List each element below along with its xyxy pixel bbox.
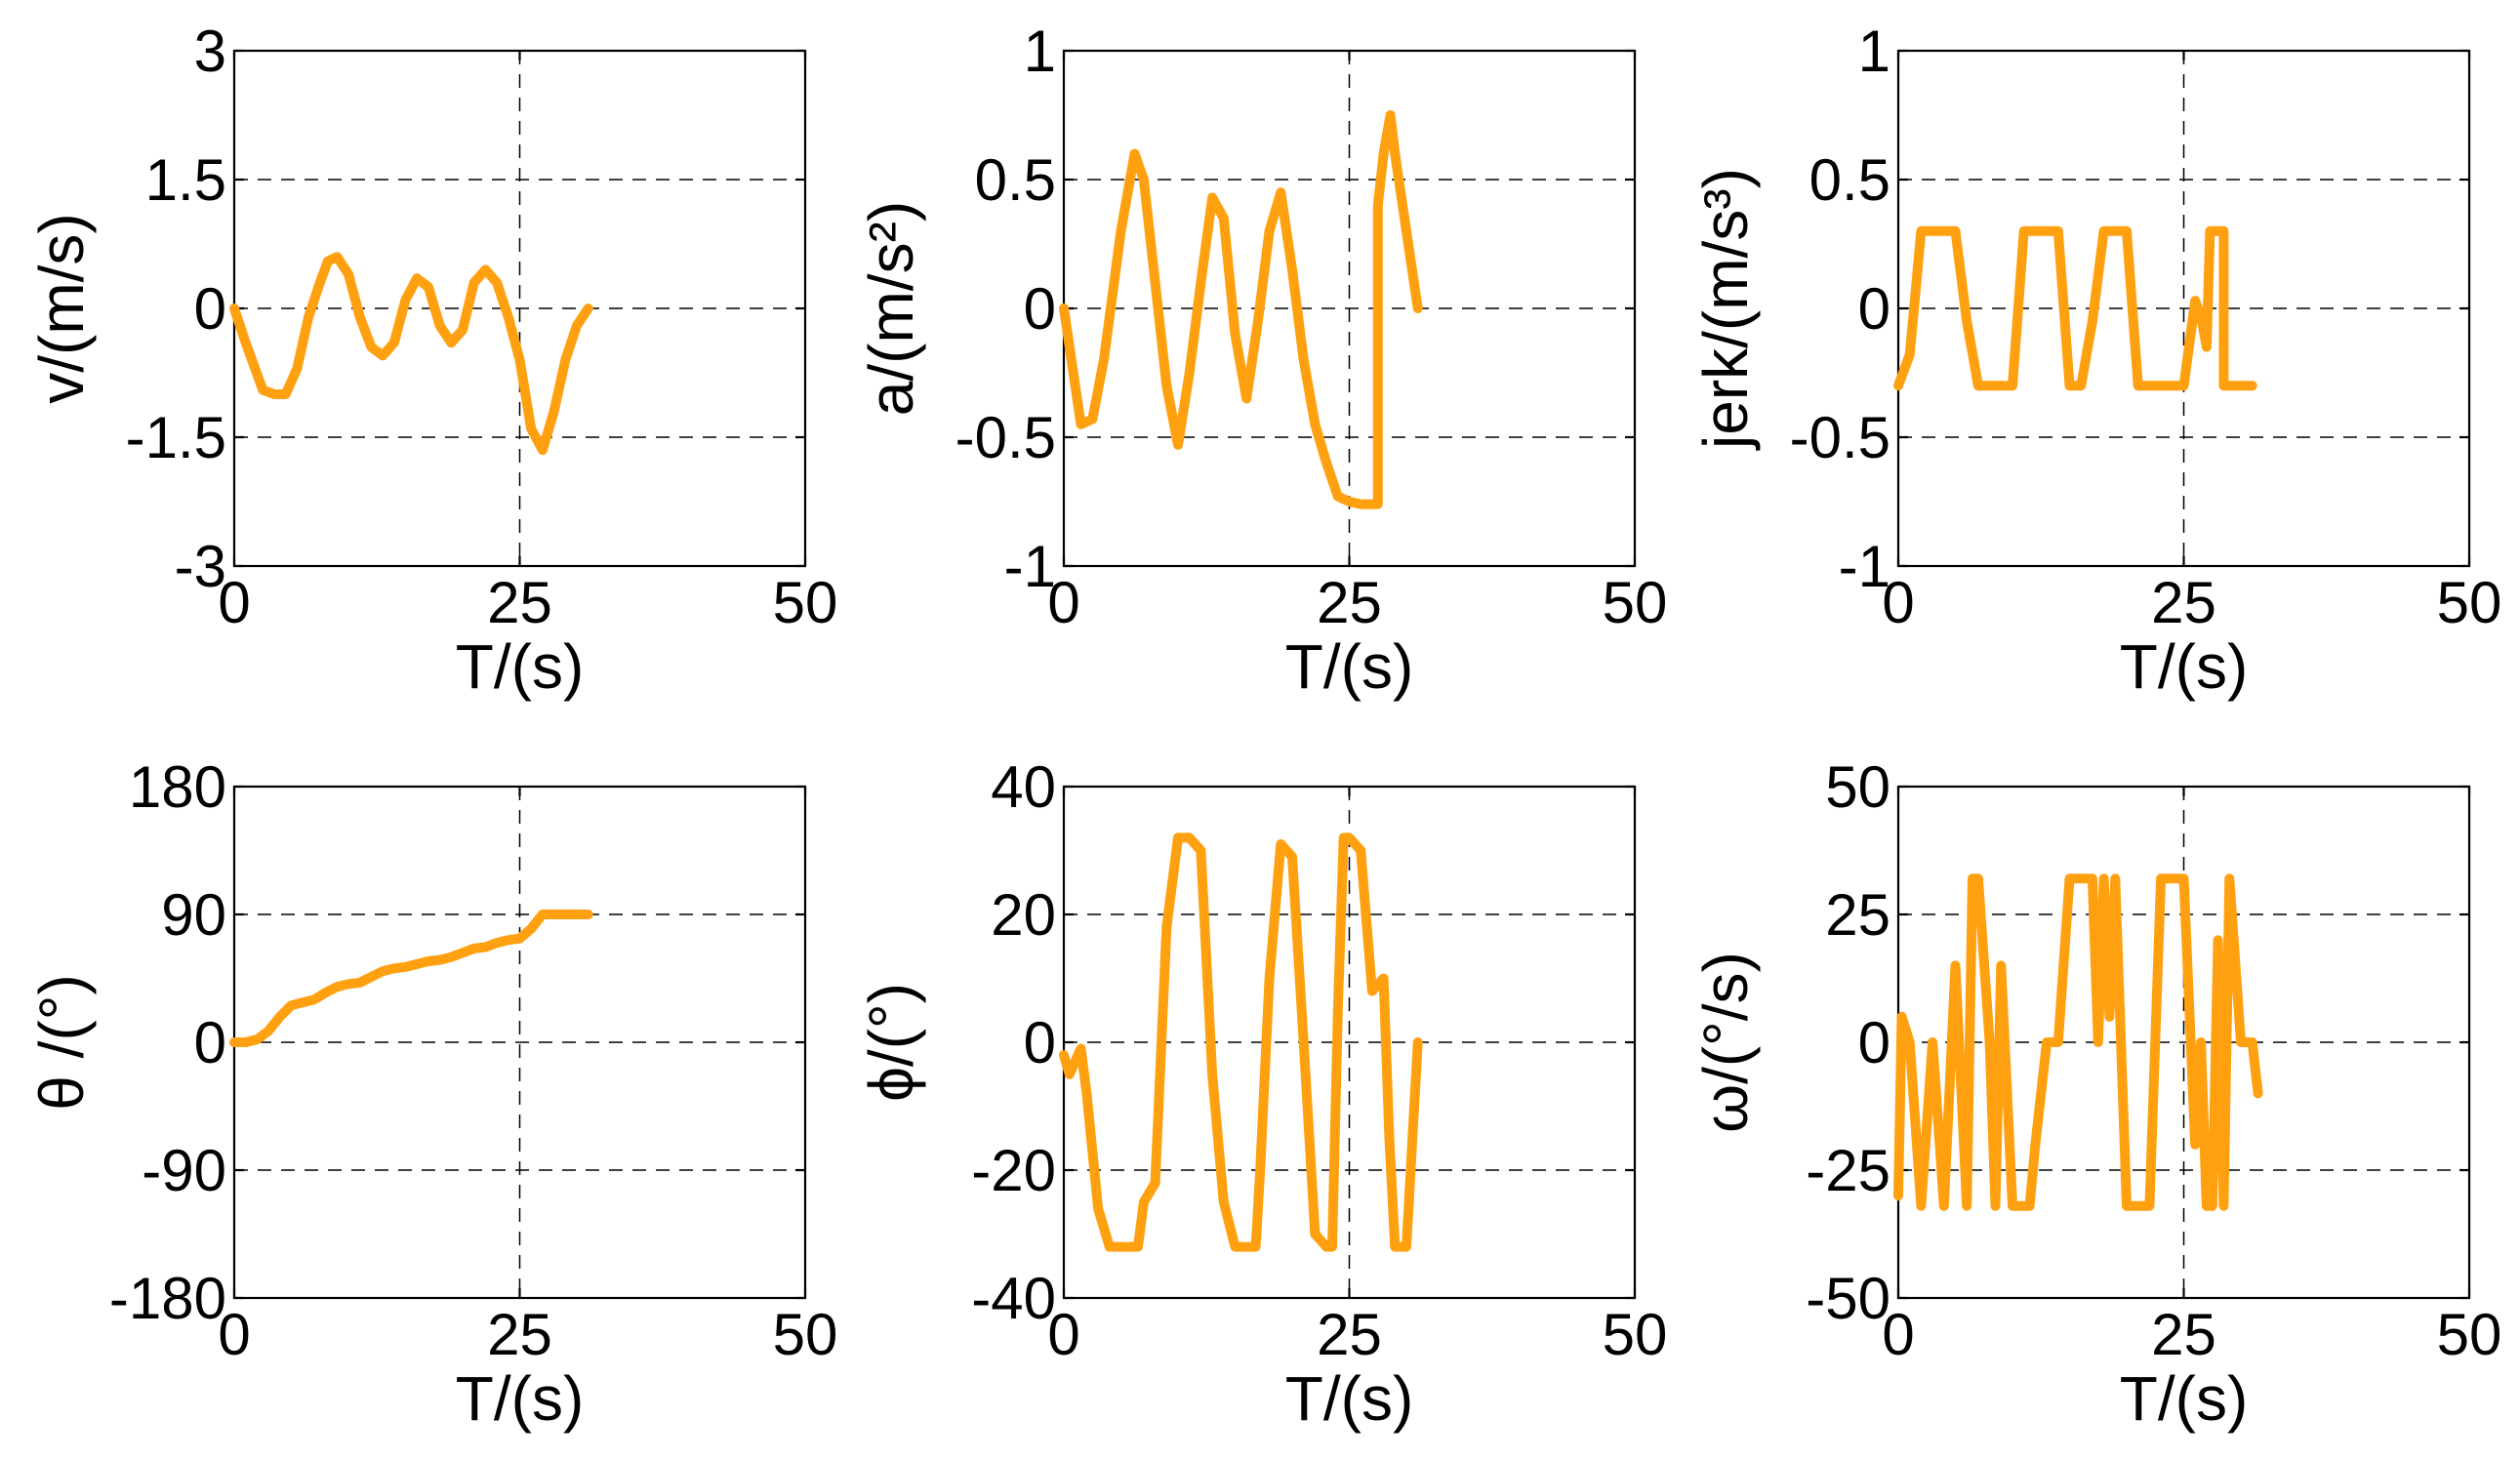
x-tick-label: 0 [218,1302,250,1367]
y-tick-label: -25 [1806,1138,1890,1203]
x-tick-label: 25 [487,570,552,635]
x-tick-label: 0 [1047,570,1079,635]
subplot-5: 0 25 50 -40 -20 0 20 40 T/(s) ϕ/(°) [856,754,1667,1434]
y-tick-label: 0 [1858,1010,1890,1075]
series-line-v [229,252,593,456]
x-tick-label: 0 [1047,1302,1079,1367]
y-tick-label: 0.5 [1809,147,1890,213]
y-axis-label: ω/(°/s) [1690,952,1761,1133]
x-tick-label: 0 [218,570,250,635]
series-line-omega [1893,873,2263,1211]
series-line-a [1059,110,1423,509]
x-tick-label: 25 [2151,570,2216,635]
y-tick-label: 20 [991,882,1056,948]
y-tick-label: 1 [1024,19,1056,84]
subplot-3: 0 25 50 -1 -0.5 0 0.5 1 T/(s) jerk/(m/s³) [1690,19,2501,702]
x-tick-label: 50 [773,1302,838,1367]
subplot-2: 0 25 50 -1 -0.5 0 0.5 1 T/(s) a/(m/s²) [856,19,1667,702]
x-axis-label: T/(s) [2120,1363,2249,1434]
y-axis-label: ϕ/(°) [856,983,926,1102]
y-tick-label: -1.5 [126,405,226,470]
subplot-4: 0 25 50 -180 -90 0 90 180 T/(s) θ /(°) [26,754,837,1434]
x-tick-label: 25 [487,1302,552,1367]
y-tick-label: 90 [161,882,226,948]
y-tick-label: -1 [1004,534,1056,599]
y-tick-label: -1 [1839,534,1890,599]
x-tick-label: 0 [1882,570,1914,635]
y-tick-label: 0 [1024,1010,1056,1075]
y-tick-label: -90 [142,1138,226,1203]
y-tick-label: -40 [971,1266,1056,1331]
y-tick-label: -180 [109,1266,226,1331]
series-line-theta [229,910,593,1047]
y-tick-label: 0 [1024,276,1056,342]
x-tick-label: 25 [2151,1302,2216,1367]
y-tick-label: 0 [194,1010,226,1075]
y-axis-label: jerk/(m/s³) [1690,168,1761,451]
x-tick-label: 50 [2437,1302,2502,1367]
y-tick-label: 25 [1825,882,1890,948]
y-axis-label: θ /(°) [26,974,97,1110]
y-tick-label: -50 [1806,1266,1890,1331]
y-tick-label: 3 [194,19,226,84]
y-tick-label: 1.5 [145,147,226,213]
x-axis-label: T/(s) [1285,631,1414,702]
y-tick-label: 0.5 [975,147,1056,213]
x-tick-label: 25 [1317,570,1382,635]
series-line-phi [1059,832,1423,1252]
x-tick-label: 25 [1317,1302,1382,1367]
y-tick-label: -0.5 [1790,405,1890,470]
x-axis-label: T/(s) [1285,1363,1414,1434]
y-axis-label: a/(m/s²) [856,201,926,416]
x-tick-label: 50 [1603,1302,1668,1367]
x-tick-label: 0 [1882,1302,1914,1367]
y-tick-label: 50 [1825,754,1890,820]
y-tick-label: 1 [1858,19,1890,84]
x-axis-label: T/(s) [456,631,585,702]
x-tick-label: 50 [2437,570,2502,635]
y-tick-label: -0.5 [955,405,1056,470]
x-axis-label: T/(s) [456,1363,585,1434]
y-tick-label: 40 [991,754,1056,820]
subplot-1: 0 25 50 -3 -1.5 0 1.5 3 T/(s) v/(m/s) [26,19,837,702]
x-axis-label: T/(s) [2120,631,2249,702]
x-tick-label: 50 [773,570,838,635]
y-axis-label: v/(m/s) [26,213,97,404]
y-tick-label: 0 [1858,276,1890,342]
y-tick-label: 0 [194,276,226,342]
subplot-6: 0 25 50 -50 -25 0 25 50 T/(s) ω/(°/s) [1690,754,2501,1434]
x-tick-label: 50 [1603,570,1668,635]
y-tick-label: 180 [129,754,226,820]
series-line-jerk [1893,225,2257,391]
y-tick-label: -20 [971,1138,1056,1203]
y-tick-label: -3 [175,534,226,599]
